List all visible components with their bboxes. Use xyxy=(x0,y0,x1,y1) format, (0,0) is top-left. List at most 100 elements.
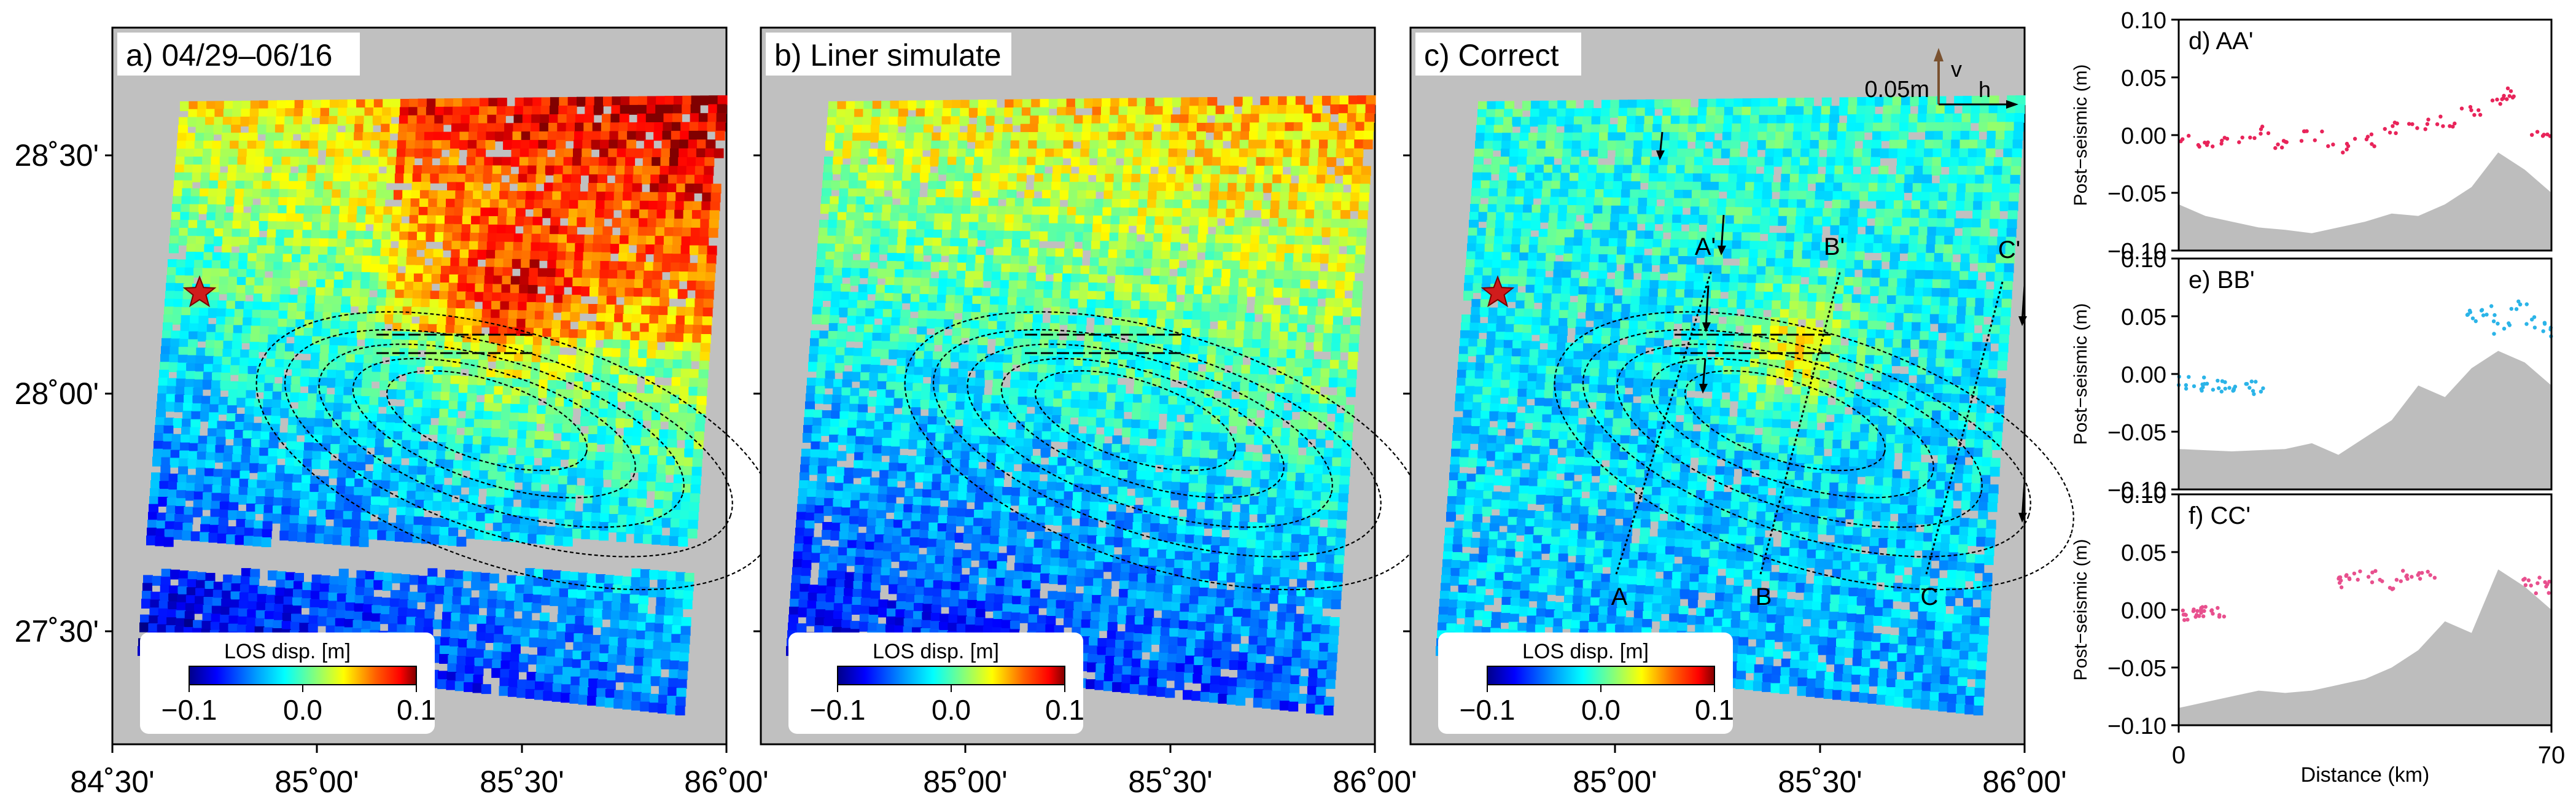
map-pixel xyxy=(334,157,344,167)
map-pixel xyxy=(435,349,445,360)
map-pixel xyxy=(440,282,449,293)
map-pixel xyxy=(172,204,182,214)
map-pixel xyxy=(568,589,578,599)
map-pixel xyxy=(173,188,183,198)
map-pixel xyxy=(531,603,542,613)
map-pixel xyxy=(303,213,314,224)
map-pixel xyxy=(467,266,478,276)
map-pixel xyxy=(1163,216,1173,227)
map-pixel xyxy=(294,343,304,354)
map-pixel xyxy=(540,234,550,244)
map-pixel xyxy=(537,405,547,416)
map-pixel xyxy=(1194,157,1204,167)
map-pixel xyxy=(1302,122,1313,132)
map-pixel xyxy=(1191,200,1201,210)
map-pixel xyxy=(482,428,492,438)
map-pixel xyxy=(516,447,526,457)
map-pixel xyxy=(1190,208,1200,219)
map-pixel xyxy=(532,225,542,235)
map-pixel xyxy=(451,123,461,133)
map-pixel xyxy=(519,395,530,406)
map-pixel xyxy=(1354,139,1364,150)
map-pixel xyxy=(575,234,586,244)
map-pixel xyxy=(463,443,473,454)
map-pixel xyxy=(446,316,456,327)
map-pixel xyxy=(381,123,391,134)
map-pixel xyxy=(521,628,531,638)
map-pixel xyxy=(1328,139,1338,150)
map-pixel xyxy=(620,611,630,621)
map-pixel xyxy=(668,166,679,176)
map-pixel xyxy=(535,294,546,304)
map-pixel xyxy=(1208,208,1218,219)
map-pixel xyxy=(523,97,534,107)
map-pixel xyxy=(655,614,665,625)
map-pixel xyxy=(699,360,709,371)
map-pixel xyxy=(1195,139,1205,150)
map-pixel xyxy=(445,207,455,217)
map-pixel xyxy=(232,228,242,239)
map-pixel xyxy=(561,693,570,703)
map-pixel xyxy=(575,114,585,124)
map-pixel xyxy=(1235,192,1246,201)
map-pixel xyxy=(441,502,451,512)
map-pixel xyxy=(691,351,701,362)
map-pixel xyxy=(480,334,490,345)
map-pixel xyxy=(388,497,399,508)
map-pixel xyxy=(578,572,588,583)
map-pixel xyxy=(690,227,701,238)
map-pixel xyxy=(510,644,521,655)
map-pixel xyxy=(1214,251,1224,262)
map-pixel xyxy=(636,630,646,640)
map-pixel xyxy=(1245,183,1255,193)
map-pixel xyxy=(226,534,236,545)
map-pixel xyxy=(448,282,459,293)
map-pixel xyxy=(634,270,645,281)
map-pixel xyxy=(407,123,418,134)
map-pixel xyxy=(594,217,604,228)
lat-tick-label: 27˚30' xyxy=(15,614,99,648)
map-pixel xyxy=(1246,174,1256,184)
map-pixel xyxy=(222,125,232,135)
map-pixel xyxy=(443,603,453,613)
map-pixel xyxy=(494,131,505,142)
map-pixel xyxy=(1159,148,1170,158)
map-pixel xyxy=(1314,201,1325,211)
map-pixel xyxy=(204,125,215,135)
map-pixel xyxy=(548,243,559,253)
map-pixel xyxy=(534,448,544,458)
map-pixel xyxy=(534,319,544,330)
map-pixel xyxy=(414,148,424,158)
map-pixel xyxy=(368,529,378,540)
map-pixel xyxy=(634,648,645,658)
map-pixel xyxy=(609,261,619,271)
map-pixel xyxy=(461,106,472,117)
map-pixel xyxy=(341,173,352,183)
map-pixel xyxy=(1207,106,1217,115)
map-pixel xyxy=(500,412,511,422)
map-pixel xyxy=(632,305,642,316)
map-pixel xyxy=(313,205,323,216)
map-pixel xyxy=(175,275,185,286)
map-pixel xyxy=(1361,166,1371,176)
map-pixel xyxy=(685,440,695,450)
map-pixel xyxy=(1171,233,1181,244)
map-pixel xyxy=(561,441,571,451)
map-pixel xyxy=(467,639,477,650)
map-pixel xyxy=(687,157,697,167)
map-pixel xyxy=(491,309,501,319)
map-pixel xyxy=(542,457,552,467)
map-pixel xyxy=(443,106,454,117)
map-pixel xyxy=(574,511,583,521)
map-pixel xyxy=(206,212,217,222)
map-pixel xyxy=(475,165,485,176)
map-pixel xyxy=(1145,233,1155,243)
map-pixel xyxy=(483,165,494,176)
map-pixel xyxy=(1247,165,1256,176)
map-pixel xyxy=(279,181,290,191)
map-pixel xyxy=(499,310,510,320)
map-pixel xyxy=(192,507,203,518)
map-pixel xyxy=(204,133,214,143)
map-pixel xyxy=(634,279,644,289)
map-pixel xyxy=(472,436,483,446)
